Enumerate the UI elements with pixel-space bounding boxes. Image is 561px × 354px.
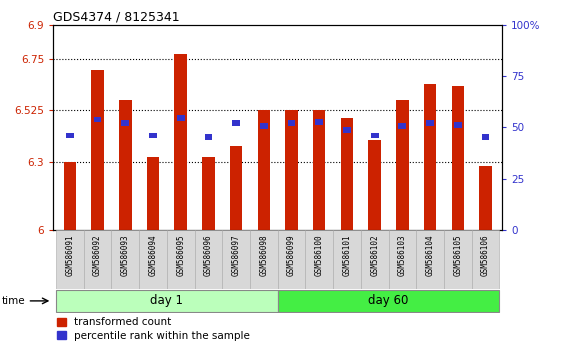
Bar: [278, 230, 305, 289]
Text: GSM586096: GSM586096: [204, 234, 213, 276]
Bar: [56, 290, 278, 312]
Bar: [232, 120, 240, 126]
Text: GSM586102: GSM586102: [370, 234, 379, 276]
Text: GDS4374 / 8125341: GDS4374 / 8125341: [53, 11, 180, 24]
Text: GSM586101: GSM586101: [342, 234, 351, 276]
Bar: [341, 118, 353, 230]
Bar: [444, 230, 472, 289]
Bar: [481, 134, 489, 140]
Bar: [426, 120, 434, 126]
Bar: [288, 120, 296, 126]
Text: GSM586098: GSM586098: [259, 234, 268, 276]
Text: GSM586094: GSM586094: [149, 234, 158, 276]
Bar: [174, 55, 187, 230]
Bar: [66, 132, 74, 138]
Bar: [369, 140, 381, 230]
Text: GSM586095: GSM586095: [176, 234, 185, 276]
Text: GSM586099: GSM586099: [287, 234, 296, 276]
Text: GSM586097: GSM586097: [232, 234, 241, 276]
Text: time: time: [2, 296, 25, 306]
Bar: [315, 119, 323, 125]
Text: GSM586104: GSM586104: [426, 234, 435, 276]
Bar: [94, 116, 102, 122]
Bar: [257, 110, 270, 230]
Legend: transformed count, percentile rank within the sample: transformed count, percentile rank withi…: [53, 313, 254, 345]
Bar: [202, 157, 215, 230]
Bar: [119, 100, 132, 230]
Text: GSM586092: GSM586092: [93, 234, 102, 276]
Bar: [472, 230, 499, 289]
Text: GSM586106: GSM586106: [481, 234, 490, 276]
Bar: [147, 157, 159, 230]
Bar: [84, 230, 112, 289]
Bar: [371, 132, 379, 138]
Bar: [139, 230, 167, 289]
Bar: [286, 110, 298, 230]
Text: day 1: day 1: [150, 295, 183, 307]
Text: GSM586103: GSM586103: [398, 234, 407, 276]
Bar: [333, 230, 361, 289]
Bar: [424, 84, 436, 230]
Bar: [416, 230, 444, 289]
Bar: [149, 132, 157, 138]
Bar: [177, 115, 185, 121]
Bar: [56, 230, 84, 289]
Bar: [398, 124, 406, 129]
Bar: [313, 110, 325, 230]
Bar: [396, 100, 408, 230]
Bar: [121, 120, 129, 126]
Bar: [278, 290, 499, 312]
Bar: [250, 230, 278, 289]
Text: day 60: day 60: [369, 295, 409, 307]
Bar: [205, 134, 212, 140]
Bar: [389, 230, 416, 289]
Bar: [343, 127, 351, 132]
Text: GSM586100: GSM586100: [315, 234, 324, 276]
Bar: [260, 124, 268, 129]
Bar: [91, 70, 104, 230]
Bar: [361, 230, 389, 289]
Bar: [195, 230, 222, 289]
Bar: [112, 230, 139, 289]
Text: GSM586105: GSM586105: [453, 234, 462, 276]
Bar: [222, 230, 250, 289]
Bar: [167, 230, 195, 289]
Bar: [64, 162, 76, 230]
Bar: [454, 122, 462, 127]
Bar: [305, 230, 333, 289]
Bar: [230, 146, 242, 230]
Text: GSM586091: GSM586091: [66, 234, 75, 276]
Bar: [479, 166, 491, 230]
Text: GSM586093: GSM586093: [121, 234, 130, 276]
Bar: [452, 86, 464, 230]
